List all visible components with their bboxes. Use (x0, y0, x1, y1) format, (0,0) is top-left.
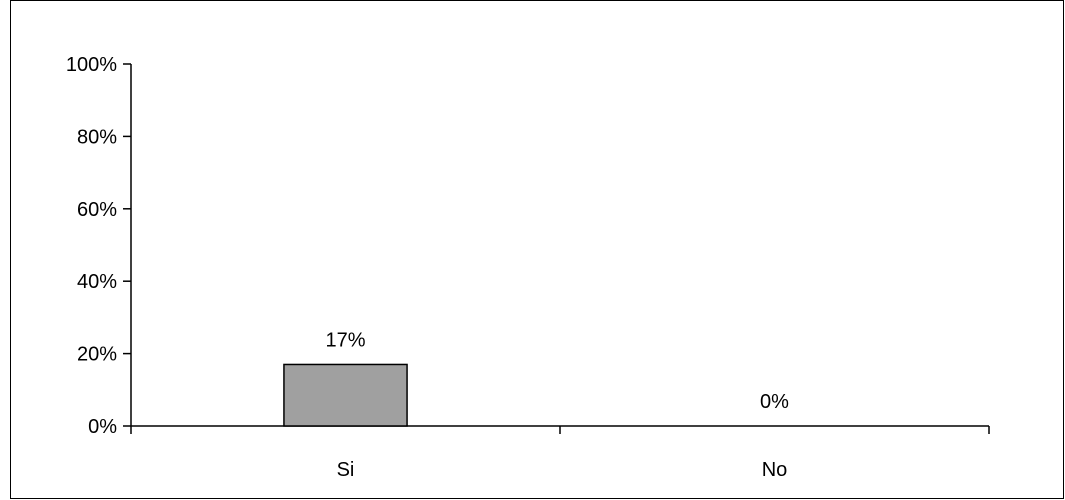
data-label-si: 17% (325, 329, 365, 351)
y-tick-label: 40% (77, 271, 117, 293)
chart-frame (10, 0, 1064, 499)
y-tick-label: 60% (77, 199, 117, 221)
y-tick-label: 80% (77, 126, 117, 148)
data-label-no: 0% (760, 391, 789, 413)
y-tick-label: 20% (77, 344, 117, 366)
y-tick-label: 100% (66, 54, 117, 76)
category-label-si: Si (337, 459, 355, 481)
y-tick-label: 0% (88, 416, 117, 438)
bar-si (283, 363, 408, 427)
category-label-no: No (762, 459, 788, 481)
